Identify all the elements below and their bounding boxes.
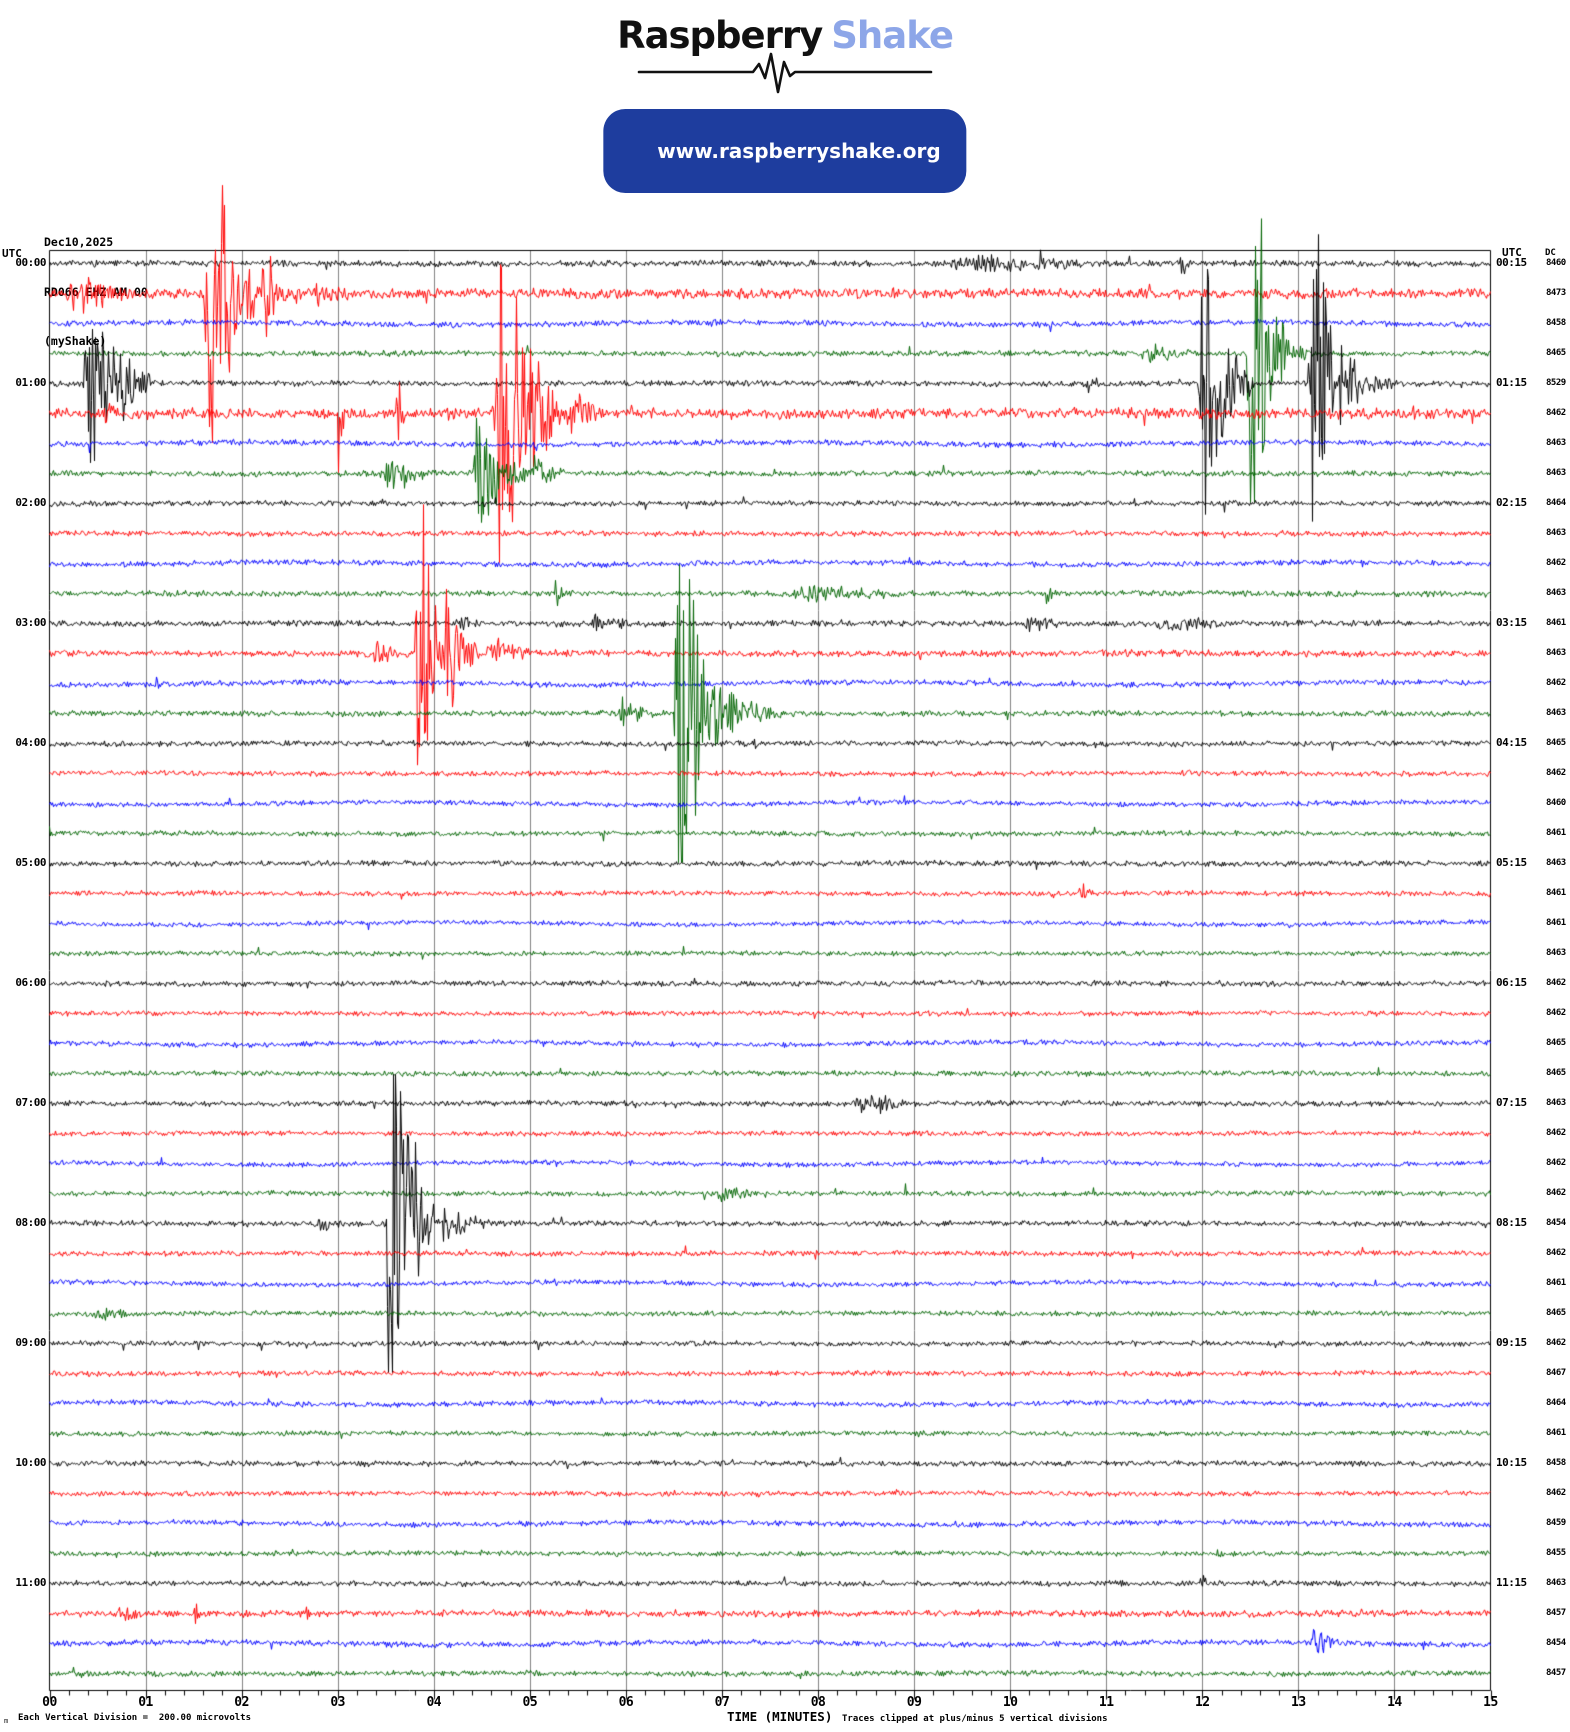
dc-value: 8465 [1546, 1307, 1566, 1318]
dc-value: 8462 [1546, 407, 1566, 418]
right-time-label: 06:15 [1496, 975, 1527, 989]
dc-value: 8462 [1546, 1337, 1566, 1348]
x-tick-label: 12 [1194, 1695, 1210, 1710]
dc-value: 8455 [1546, 1547, 1566, 1558]
right-time-label: 05:15 [1496, 855, 1527, 869]
dc-value: 8462 [1546, 557, 1566, 568]
right-time-label: 11:15 [1496, 1575, 1527, 1589]
dc-value: 8465 [1546, 1037, 1566, 1048]
x-tick-label: 00 [42, 1695, 57, 1710]
dc-value: 8461 [1546, 617, 1566, 628]
left-time-label: 05:00 [15, 855, 46, 869]
right-time-label: 09:15 [1496, 1335, 1527, 1349]
dc-value: 8462 [1546, 1187, 1566, 1198]
x-tick-label: 13 [1291, 1695, 1306, 1710]
utc-label-right: UTC [1502, 246, 1522, 259]
right-time-label: 07:15 [1496, 1095, 1527, 1109]
x-tick-label: 10 [1002, 1695, 1018, 1710]
left-time-label: 03:00 [15, 615, 46, 629]
dc-value: 8462 [1546, 1007, 1566, 1018]
x-tick-label: 02 [234, 1695, 249, 1710]
right-time-label: 10:15 [1496, 1455, 1527, 1469]
dc-value: 8464 [1546, 1397, 1566, 1408]
left-time-label: 06:00 [15, 975, 46, 989]
dc-value: 8529 [1546, 377, 1566, 388]
x-axis-title: TIME (MINUTES) [727, 1709, 833, 1724]
left-time-label: 11:00 [15, 1575, 46, 1589]
x-tick-label: 04 [426, 1695, 442, 1710]
dc-value: 8463 [1546, 467, 1566, 478]
x-tick-label: 15 [1483, 1695, 1498, 1710]
x-tick-label: 03 [330, 1695, 346, 1710]
dc-value: 8463 [1546, 437, 1566, 448]
left-time-label: 00:00 [15, 255, 46, 269]
left-time-label: 01:00 [15, 375, 46, 389]
dc-value: 8458 [1546, 317, 1566, 328]
dc-value: 8461 [1546, 917, 1566, 928]
dc-value: 8461 [1546, 1427, 1566, 1438]
right-time-label: 03:15 [1496, 615, 1527, 629]
dc-value: 8463 [1546, 857, 1566, 868]
dc-value: 8462 [1546, 1157, 1566, 1168]
dc-value: 8462 [1546, 1247, 1566, 1258]
right-time-label: 02:15 [1496, 495, 1527, 509]
dc-value: 8463 [1546, 947, 1566, 958]
dc-value: 8457 [1546, 1607, 1566, 1618]
footer-mark: m [4, 1717, 9, 1725]
dc-value: 8463 [1546, 647, 1566, 658]
dc-value: 8454 [1546, 1217, 1566, 1228]
dc-value: 8457 [1546, 1667, 1566, 1678]
dc-value: 8462 [1546, 767, 1566, 778]
x-tick-label: 14 [1387, 1695, 1402, 1710]
dc-value: 8465 [1546, 1067, 1566, 1078]
right-time-label: 08:15 [1496, 1215, 1527, 1229]
left-time-label: 09:00 [15, 1335, 46, 1349]
dc-value: 8461 [1546, 1277, 1566, 1288]
dc-value: 8465 [1546, 737, 1566, 748]
x-tick-label: 08 [810, 1695, 826, 1710]
dc-value: 8454 [1546, 1637, 1566, 1648]
left-time-label: 02:00 [15, 495, 46, 509]
dc-value: 8460 [1546, 797, 1566, 808]
dc-value: 8467 [1546, 1367, 1566, 1378]
dc-value: 8464 [1546, 497, 1566, 508]
dc-value: 8461 [1546, 827, 1566, 838]
dc-value: 8461 [1546, 887, 1566, 898]
x-tick-label: 09 [906, 1695, 922, 1710]
dc-value: 8473 [1546, 287, 1566, 298]
x-tick-label: 05 [522, 1695, 538, 1710]
dc-value: 8463 [1546, 707, 1566, 718]
dc-value: 8459 [1546, 1517, 1566, 1528]
dc-value: 8465 [1546, 347, 1566, 358]
clip-note: Traces clipped at plus/minus 5 vertical … [842, 1714, 1108, 1724]
x-tick-label: 07 [714, 1695, 730, 1710]
x-tick-label: 11 [1098, 1695, 1114, 1710]
dc-value: 8458 [1546, 1457, 1566, 1468]
right-time-label: 00:15 [1496, 255, 1527, 269]
dc-value: 8462 [1546, 677, 1566, 688]
left-time-label: 04:00 [15, 735, 46, 749]
scale-note: Each Vertical Division = 200.00 microvol… [18, 1713, 251, 1723]
dc-column-header: DC [1545, 248, 1556, 258]
dc-value: 8463 [1546, 587, 1566, 598]
left-time-label: 07:00 [15, 1095, 46, 1109]
dc-value: 8463 [1546, 527, 1566, 538]
dc-value: 8462 [1546, 977, 1566, 988]
dc-value: 8462 [1546, 1127, 1566, 1138]
dc-value: 8463 [1546, 1097, 1566, 1108]
x-tick-label: 01 [138, 1695, 153, 1710]
left-time-label: 10:00 [15, 1455, 46, 1469]
dc-value: 8463 [1546, 1577, 1566, 1588]
dc-value: 8460 [1546, 257, 1566, 268]
utc-label-left: UTC [2, 247, 22, 260]
x-tick-label: 06 [618, 1695, 634, 1710]
right-time-label: 01:15 [1496, 375, 1527, 389]
left-time-label: 08:00 [15, 1215, 46, 1229]
dc-value: 8462 [1546, 1487, 1566, 1498]
right-time-label: 04:15 [1496, 735, 1527, 749]
